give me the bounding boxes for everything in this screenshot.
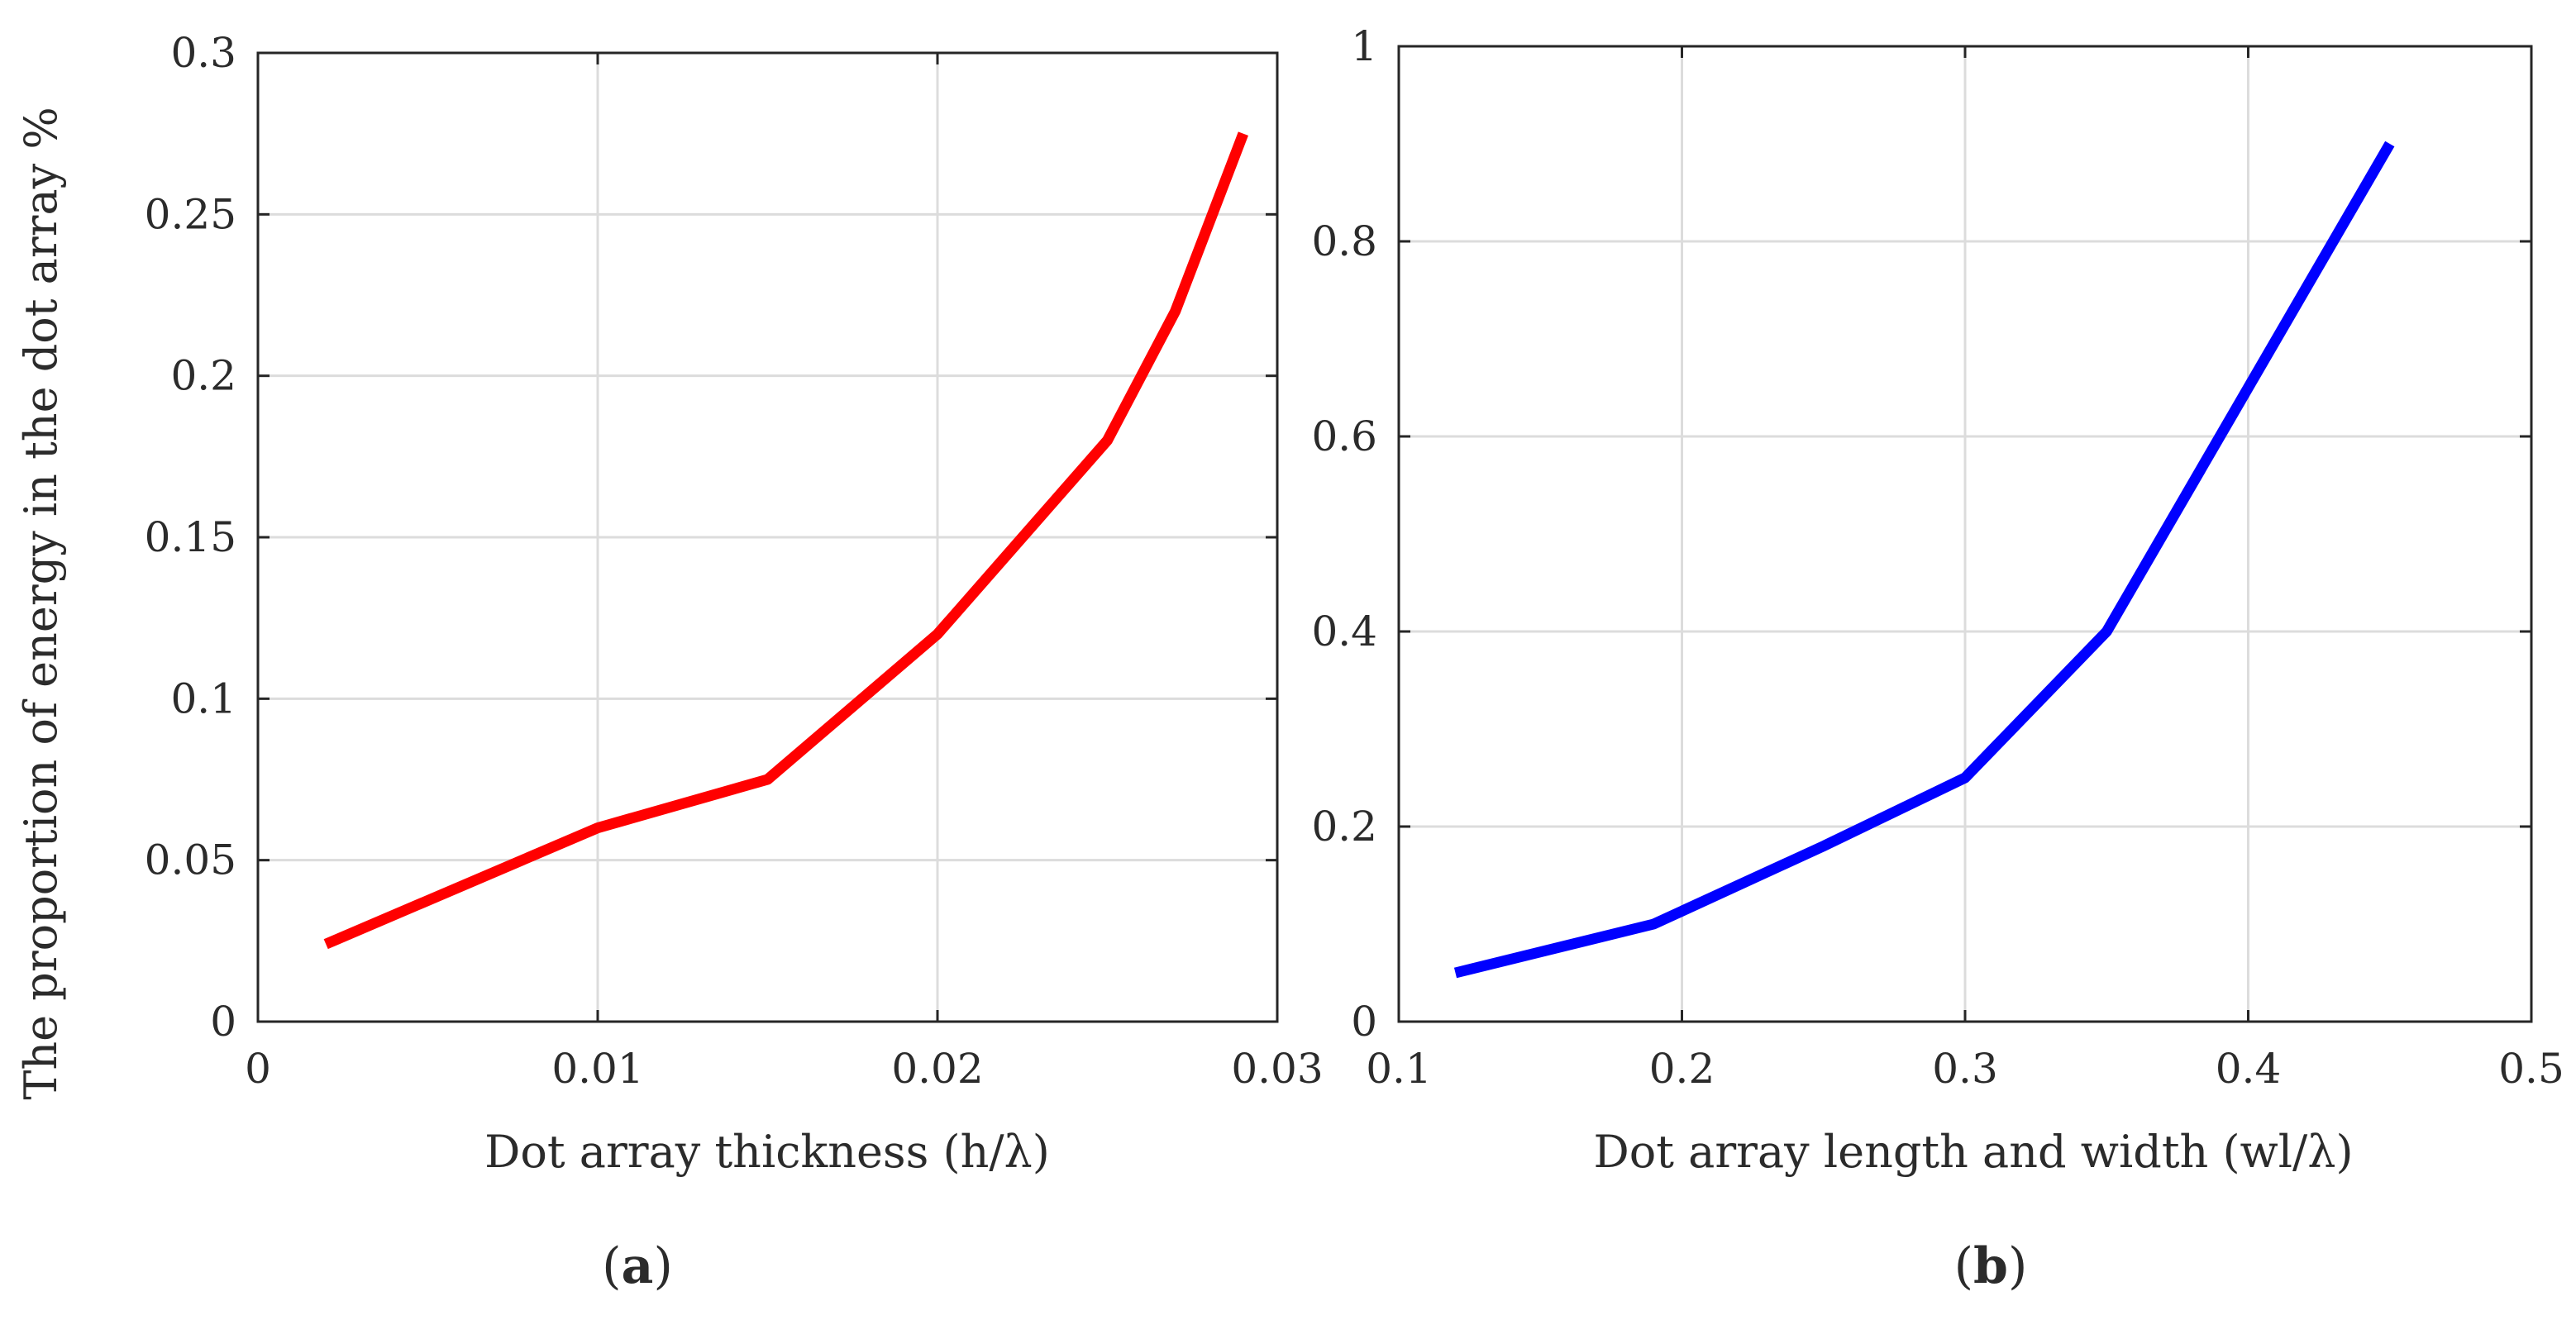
y-tick-label-b: 0.6 <box>1311 412 1377 460</box>
y-tick-label-a: 0 <box>210 998 236 1046</box>
x-tick-label-b: 0.1 <box>1366 1045 1432 1093</box>
y-tick-label-b: 0 <box>1351 998 1377 1046</box>
y-tick-label-a: 0.3 <box>170 29 236 77</box>
series-line-b <box>1453 141 2395 979</box>
x-axis-title-b: Dot array length and width (wl/λ) <box>1593 1126 2353 1178</box>
x-tick-label-a: 0 <box>245 1045 271 1093</box>
panel-a: 0 0.01 0.02 0.03 0 0.05 0.1 0.15 0.2 0.25 0.3 <box>145 29 1324 1093</box>
panel-label-a: (a) <box>602 1237 673 1295</box>
x-tick-label-b: 0.5 <box>2498 1045 2564 1093</box>
x-tick-label-a: 0.02 <box>891 1045 983 1093</box>
y-tick-label-b: 0.8 <box>1311 217 1377 265</box>
y-tick-label-b: 0.2 <box>1311 803 1377 851</box>
y-tick-label-a: 0.05 <box>145 836 236 884</box>
panel-b: 0.1 0.2 0.3 0.4 0.5 0 0.2 0.4 0.6 0.8 1 <box>1311 22 2564 1093</box>
x-tick-label-a: 0.01 <box>551 1045 643 1093</box>
y-tick-label-b: 0.4 <box>1311 608 1377 655</box>
x-tick-label-b: 0.2 <box>1649 1045 1715 1093</box>
x-tick-label-a: 0.03 <box>1231 1045 1323 1093</box>
series-line-a <box>323 131 1248 950</box>
x-tick-label-b: 0.4 <box>2216 1045 2282 1093</box>
y-tick-label-a: 0.15 <box>145 513 236 561</box>
x-tick-label-b: 0.3 <box>1932 1045 1998 1093</box>
y-tick-label-a: 0.2 <box>170 352 236 400</box>
y-tick-label-b: 1 <box>1351 22 1377 70</box>
y-tick-label-a: 0.1 <box>170 674 236 722</box>
x-axis-title-a: Dot array thickness (h/λ) <box>484 1126 1050 1178</box>
y-axis-title-a: The proportion of energy in the dot arra… <box>15 107 67 1099</box>
y-tick-label-a: 0.25 <box>145 190 236 238</box>
panel-label-b: (b) <box>1954 1237 2028 1295</box>
